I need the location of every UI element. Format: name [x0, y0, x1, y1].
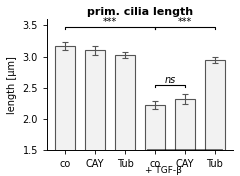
Bar [145, 105, 165, 176]
Text: ns: ns [164, 75, 176, 85]
Bar [205, 60, 225, 176]
Text: ***: *** [178, 17, 192, 27]
Text: + TGF-β: + TGF-β [145, 166, 182, 175]
Bar [175, 99, 195, 176]
Text: ***: *** [103, 17, 117, 27]
Bar [55, 46, 75, 176]
Y-axis label: length [µm]: length [µm] [7, 56, 17, 114]
Title: prim. cilia length: prim. cilia length [87, 7, 193, 17]
Bar [85, 50, 105, 176]
Bar [115, 55, 135, 176]
